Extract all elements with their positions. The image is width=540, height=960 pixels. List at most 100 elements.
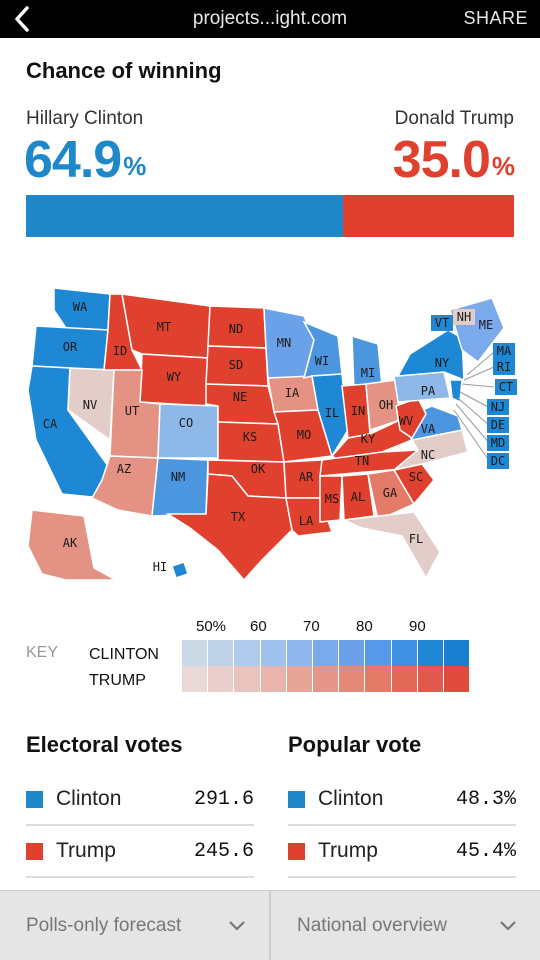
key-clinton-swatches [182, 640, 471, 666]
state-label-id: ID [113, 344, 127, 358]
popular-name: Trump [318, 839, 378, 862]
forecast-type-dropdown[interactable]: Polls-only forecast [0, 891, 271, 960]
state-label-ma: MA [497, 344, 512, 358]
key-swatch [339, 640, 366, 666]
state-label-dc: DC [491, 454, 505, 468]
state-label-la: LA [299, 514, 314, 528]
section-title: Chance of winning [26, 58, 222, 83]
state-label-md: MD [491, 436, 505, 450]
clinton-color-swatch [288, 790, 305, 808]
key-swatch [417, 640, 444, 666]
key-tick: 50% [196, 618, 227, 635]
state-label-nc: NC [421, 448, 435, 462]
state-label-az: AZ [117, 462, 131, 476]
view-dropdown[interactable]: National overview [271, 891, 540, 960]
electoral-value: 245.6 [193, 839, 254, 863]
state-label-mi: MI [361, 366, 375, 380]
state-label-ky: KY [361, 432, 376, 446]
state-box-de[interactable] [487, 417, 509, 433]
state-label-oh: OH [379, 398, 393, 412]
popular-value: 45.4% [455, 839, 516, 863]
clinton-name: Hillary Clinton [26, 108, 144, 129]
state-label-ks: KS [243, 430, 257, 444]
popular-title: Popular vote [288, 732, 422, 757]
key-swatch [312, 666, 340, 692]
state-label-me: ME [479, 318, 493, 332]
chevron-left-icon[interactable] [10, 4, 34, 34]
state-box-ri[interactable] [493, 359, 515, 375]
clinton-chance: 64.9% [24, 131, 146, 189]
state-label-tn: TN [355, 454, 369, 468]
popular-row-clinton: Clinton 48.3% [288, 774, 516, 826]
electoral-row-trump: Trump 245.6 [26, 826, 254, 878]
electoral-name: Clinton [56, 787, 122, 810]
state-box-dc[interactable] [487, 453, 509, 469]
state-box-ma[interactable] [493, 343, 515, 359]
state-mo [272, 409, 333, 463]
key-swatch [234, 666, 261, 692]
color-key: KEY CLINTON TRUMP 50% 60 70 80 90 [26, 618, 496, 698]
state-label-il: IL [325, 406, 339, 420]
share-button[interactable]: SHARE [463, 8, 528, 28]
state-label-ct: CT [499, 380, 513, 394]
electoral-map[interactable]: WA OR CA NV ID MT WY UT AZ CO NM ND SD NE KS OK TX MN IA MO… [22, 280, 522, 590]
state-box-vt[interactable] [431, 315, 453, 331]
state-label-nj: NJ [491, 400, 505, 414]
state-box-ct[interactable] [495, 379, 517, 395]
state-label-ca: CA [43, 417, 58, 431]
state-ny [396, 329, 465, 382]
state-box-nh[interactable] [453, 309, 475, 325]
state-label-ia: IA [285, 386, 300, 400]
state-hi [171, 561, 189, 579]
state-label-wa: WA [73, 300, 88, 314]
state-label-al: AL [351, 490, 365, 504]
electoral-name: Trump [56, 839, 116, 862]
top-bar: projects...ight.com SHARE [0, 0, 540, 38]
state-label-ga: GA [383, 486, 398, 500]
key-swatch [312, 640, 340, 666]
key-swatch [260, 640, 287, 666]
key-tick: 80 [356, 618, 373, 635]
popular-value: 48.3% [455, 787, 516, 811]
key-tick: 70 [303, 618, 320, 635]
key-swatch [182, 666, 209, 692]
key-swatch [391, 666, 418, 692]
key-swatch [443, 666, 471, 692]
key-swatch [417, 666, 444, 692]
state-nj [449, 379, 463, 404]
state-label-or: OR [63, 340, 78, 354]
state-label-va: VA [421, 422, 436, 436]
chance-bar [26, 195, 514, 237]
chevron-down-icon [500, 920, 516, 931]
state-box-nj[interactable] [487, 399, 509, 415]
state-label-ut: UT [125, 404, 139, 418]
state-label-de: DE [491, 418, 505, 432]
state-ms [319, 475, 343, 523]
state-label-nd: ND [229, 322, 243, 336]
state-label-ok: OK [251, 462, 266, 476]
state-label-ri: RI [497, 360, 511, 374]
state-label-sc: SC [409, 470, 423, 484]
state-label-wy: WY [167, 370, 182, 384]
key-swatch [339, 666, 366, 692]
url-label: projects...ight.com [192, 8, 348, 29]
state-nm [151, 457, 209, 517]
state-label-nh: NH [457, 310, 471, 324]
state-label-wv: WV [399, 414, 413, 428]
state-box-me[interactable] [475, 317, 497, 333]
forecast-type-label: Polls-only forecast [26, 914, 182, 936]
key-swatch [443, 640, 471, 666]
state-box-md[interactable] [487, 435, 509, 451]
state-label-in: IN [351, 404, 365, 418]
state-label-mo: MO [297, 428, 311, 442]
state-label-vt: VT [435, 316, 449, 330]
key-trump-label: TRUMP [89, 672, 146, 689]
popular-name: Clinton [318, 787, 384, 810]
trump-bar [342, 195, 514, 237]
trump-color-swatch [288, 842, 305, 860]
state-label-pa: PA [421, 384, 436, 398]
key-swatch [182, 640, 209, 666]
key-swatch [286, 666, 313, 692]
state-label-ar: AR [299, 470, 314, 484]
trump-name: Donald Trump [394, 108, 514, 129]
